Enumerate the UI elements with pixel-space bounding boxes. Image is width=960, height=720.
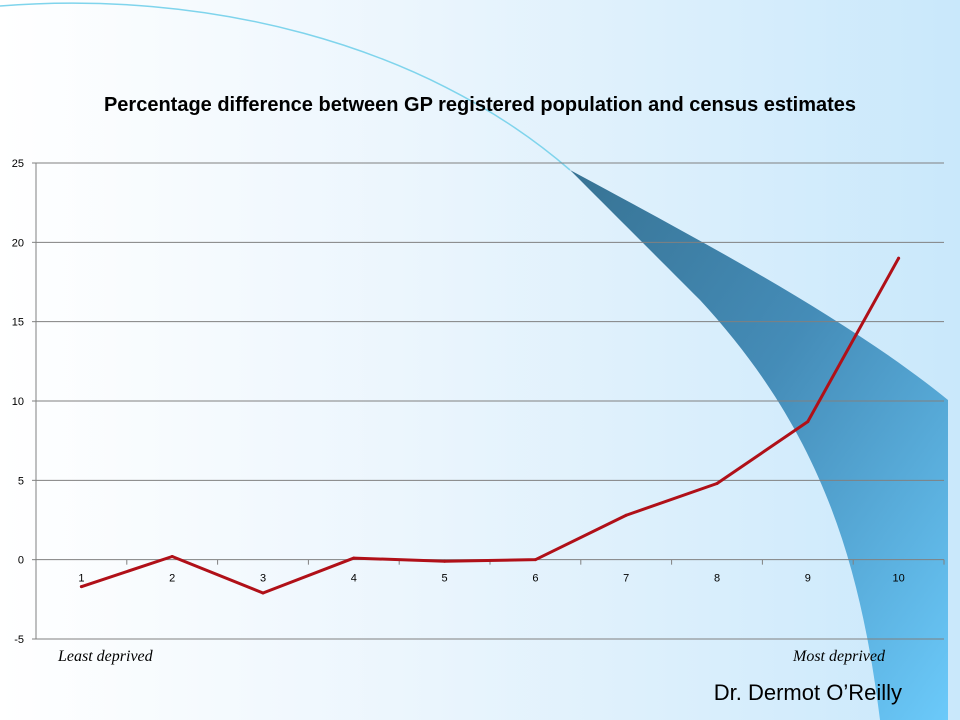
data-point	[79, 585, 83, 589]
data-point	[170, 554, 174, 558]
data-point	[715, 482, 719, 486]
data-point	[806, 420, 810, 424]
least-deprived-label: Least deprived	[58, 648, 153, 665]
most-deprived-label: Most deprived	[793, 648, 885, 665]
y-tick-label: -5	[14, 634, 24, 646]
x-tick-label: 1	[78, 573, 84, 585]
y-tick-label: 15	[12, 317, 24, 329]
data-point	[352, 556, 356, 560]
data-point	[261, 591, 265, 595]
series-line	[79, 256, 901, 595]
x-tick-label: 3	[260, 573, 266, 585]
y-tick-label: 0	[18, 555, 24, 567]
y-tick-label: 25	[12, 158, 24, 170]
x-tick-label: 6	[532, 573, 538, 585]
author-credit: Dr. Dermot O’Reilly	[713, 680, 902, 705]
x-tick-label: 9	[805, 573, 811, 585]
decorative-swoosh	[570, 170, 948, 720]
data-point	[443, 559, 447, 563]
decorative-arc	[0, 2, 571, 171]
x-tick-label: 2	[169, 573, 175, 585]
data-point	[624, 513, 628, 517]
chart-title: Percentage difference between GP registe…	[103, 94, 857, 116]
x-tick-label: 4	[351, 573, 357, 585]
x-tick-label: 8	[714, 573, 720, 585]
y-tick-label: 20	[12, 237, 24, 249]
x-tick-label: 5	[442, 573, 448, 585]
x-tick-label: 10	[892, 573, 904, 585]
data-point	[533, 558, 537, 562]
data-point	[897, 256, 901, 260]
x-tick-label: 7	[623, 573, 629, 585]
plot-area: -5 0 5 10 15 20 25 1 2 3 4 5 6 7 8 9 10	[12, 158, 945, 646]
y-tick-label: 5	[18, 475, 24, 487]
y-tick-label: 10	[12, 396, 24, 408]
